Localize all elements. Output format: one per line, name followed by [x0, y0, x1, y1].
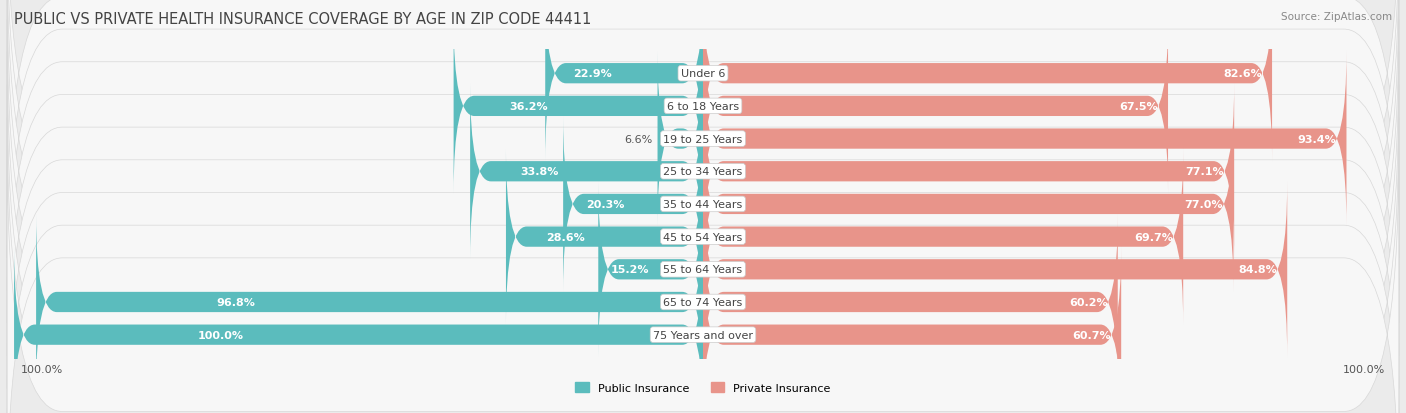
Text: 35 to 44 Years: 35 to 44 Years — [664, 199, 742, 209]
FancyBboxPatch shape — [454, 19, 703, 195]
FancyBboxPatch shape — [546, 0, 703, 162]
Text: 65 to 74 Years: 65 to 74 Years — [664, 297, 742, 307]
FancyBboxPatch shape — [506, 150, 703, 325]
Text: 28.6%: 28.6% — [546, 232, 585, 242]
FancyBboxPatch shape — [703, 19, 1168, 195]
Text: 6 to 18 Years: 6 to 18 Years — [666, 102, 740, 112]
FancyBboxPatch shape — [7, 0, 1399, 356]
Text: 82.6%: 82.6% — [1223, 69, 1261, 79]
Text: 19 to 25 Years: 19 to 25 Years — [664, 134, 742, 144]
Text: 25 to 34 Years: 25 to 34 Years — [664, 167, 742, 177]
Text: Source: ZipAtlas.com: Source: ZipAtlas.com — [1281, 12, 1392, 22]
Text: 60.7%: 60.7% — [1073, 330, 1111, 340]
Text: 77.0%: 77.0% — [1185, 199, 1223, 209]
Text: Under 6: Under 6 — [681, 69, 725, 79]
FancyBboxPatch shape — [7, 151, 1399, 413]
Text: 15.2%: 15.2% — [610, 265, 650, 275]
Text: 20.3%: 20.3% — [586, 199, 624, 209]
FancyBboxPatch shape — [7, 0, 1399, 323]
Text: 55 to 64 Years: 55 to 64 Years — [664, 265, 742, 275]
Text: 77.1%: 77.1% — [1185, 167, 1223, 177]
FancyBboxPatch shape — [564, 117, 703, 292]
FancyBboxPatch shape — [7, 53, 1399, 413]
Text: 100.0%: 100.0% — [1343, 364, 1385, 374]
Text: 60.2%: 60.2% — [1069, 297, 1108, 307]
FancyBboxPatch shape — [658, 52, 703, 227]
FancyBboxPatch shape — [703, 150, 1184, 325]
FancyBboxPatch shape — [703, 214, 1118, 390]
FancyBboxPatch shape — [7, 0, 1399, 291]
FancyBboxPatch shape — [599, 182, 703, 357]
Text: 69.7%: 69.7% — [1135, 232, 1173, 242]
Text: 75 Years and over: 75 Years and over — [652, 330, 754, 340]
Text: 45 to 54 Years: 45 to 54 Years — [664, 232, 742, 242]
Text: 96.8%: 96.8% — [217, 297, 256, 307]
FancyBboxPatch shape — [470, 84, 703, 259]
FancyBboxPatch shape — [7, 85, 1399, 413]
FancyBboxPatch shape — [703, 117, 1233, 292]
FancyBboxPatch shape — [7, 20, 1399, 389]
Text: 93.4%: 93.4% — [1298, 134, 1336, 144]
Text: 33.8%: 33.8% — [520, 167, 560, 177]
Text: 36.2%: 36.2% — [509, 102, 548, 112]
FancyBboxPatch shape — [703, 84, 1234, 259]
Legend: Public Insurance, Private Insurance: Public Insurance, Private Insurance — [571, 377, 835, 397]
Text: 100.0%: 100.0% — [198, 330, 243, 340]
FancyBboxPatch shape — [703, 52, 1347, 227]
Text: 22.9%: 22.9% — [574, 69, 612, 79]
FancyBboxPatch shape — [37, 214, 703, 390]
Text: PUBLIC VS PRIVATE HEALTH INSURANCE COVERAGE BY AGE IN ZIP CODE 44411: PUBLIC VS PRIVATE HEALTH INSURANCE COVER… — [14, 12, 592, 27]
FancyBboxPatch shape — [14, 247, 703, 413]
Text: 6.6%: 6.6% — [624, 134, 652, 144]
Text: 67.5%: 67.5% — [1119, 102, 1157, 112]
FancyBboxPatch shape — [7, 0, 1399, 258]
FancyBboxPatch shape — [703, 247, 1121, 413]
FancyBboxPatch shape — [7, 118, 1399, 413]
Text: 84.8%: 84.8% — [1239, 265, 1277, 275]
FancyBboxPatch shape — [703, 0, 1272, 162]
FancyBboxPatch shape — [703, 182, 1288, 357]
Text: 100.0%: 100.0% — [21, 364, 63, 374]
